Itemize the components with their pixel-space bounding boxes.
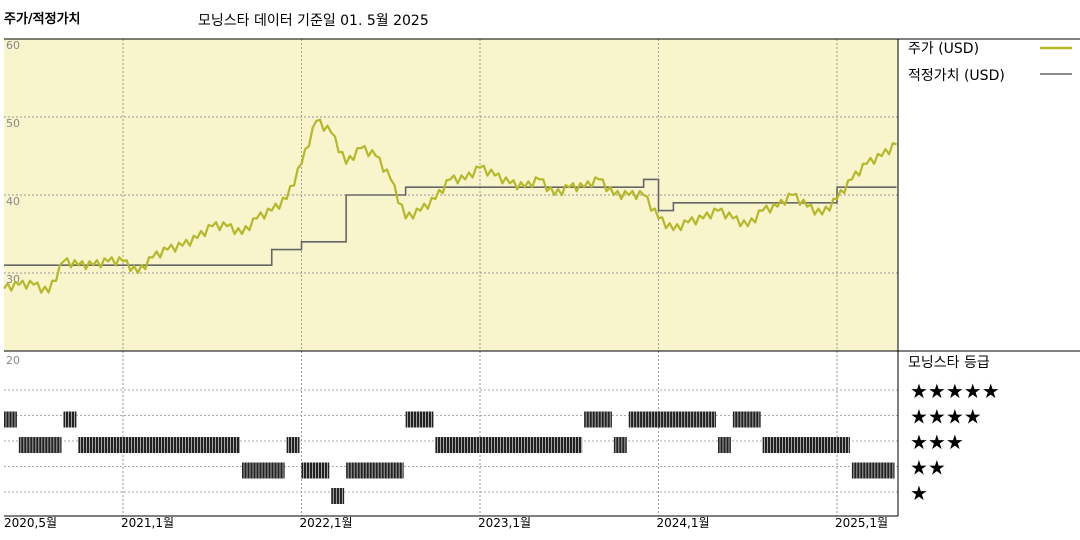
rating-bar-3-star [286,437,300,453]
rating-title: 모닝스타 등급 [908,355,990,371]
rating-bars [4,411,895,504]
rating-bar-4-star [628,411,717,428]
rating-label-5-star: ★★★★★ [910,379,1000,403]
y-tick-label: 20 [6,354,20,367]
x-tick-label: 2020,5월 [4,516,57,530]
rating-label-3-star: ★★★ [910,430,964,454]
rating-star-labels: ★★★★★★★★★★★★★★★ [910,379,1000,505]
x-tick-label: 2023,1월 [478,516,531,530]
rating-bar-3-star [613,437,627,453]
legend-fair-value-label: 적정가치 (USD) [908,68,1005,84]
rating-bar-3-star [718,437,731,453]
rating-bar-2-star [851,462,895,479]
x-tick-label: 2024,1월 [657,516,710,530]
y-tick-label: 40 [6,195,20,208]
rating-bar-3-star [762,437,850,453]
chart-title: 주가/적정가치 [4,12,81,27]
rating-bar-2-star [242,462,285,479]
rating-bar-4-star [4,411,17,428]
rating-bar-4-star [63,411,77,428]
rating-bar-3-star [78,437,241,453]
x-tick-label: 2021,1월 [121,516,174,530]
price-line [3,118,897,294]
x-axis-ticks: 2020,5월 2021,1월 2022,1월 2023,1월 2024,1월 2025,… [4,516,888,530]
legend-price-label: 주가 (USD) [908,41,979,57]
rating-bar-3-star [18,437,62,453]
rating-label-2-star: ★★ [910,456,946,480]
rating-label-4-star: ★★★★ [910,405,982,429]
rating-label-1-star: ★ [910,481,928,505]
y-tick-label: 50 [6,117,20,130]
y-tick-label: 60 [6,39,20,52]
rating-bar-1-star [331,488,345,504]
fair-value-line [4,178,897,266]
x-tick-label: 2025,1월 [835,516,888,530]
x-tick-label: 2022,1월 [300,516,353,530]
price-panel-background [4,39,898,351]
data-date-subtitle: 모닝스타 데이터 기준일 01. 5월 2025 [198,13,429,29]
